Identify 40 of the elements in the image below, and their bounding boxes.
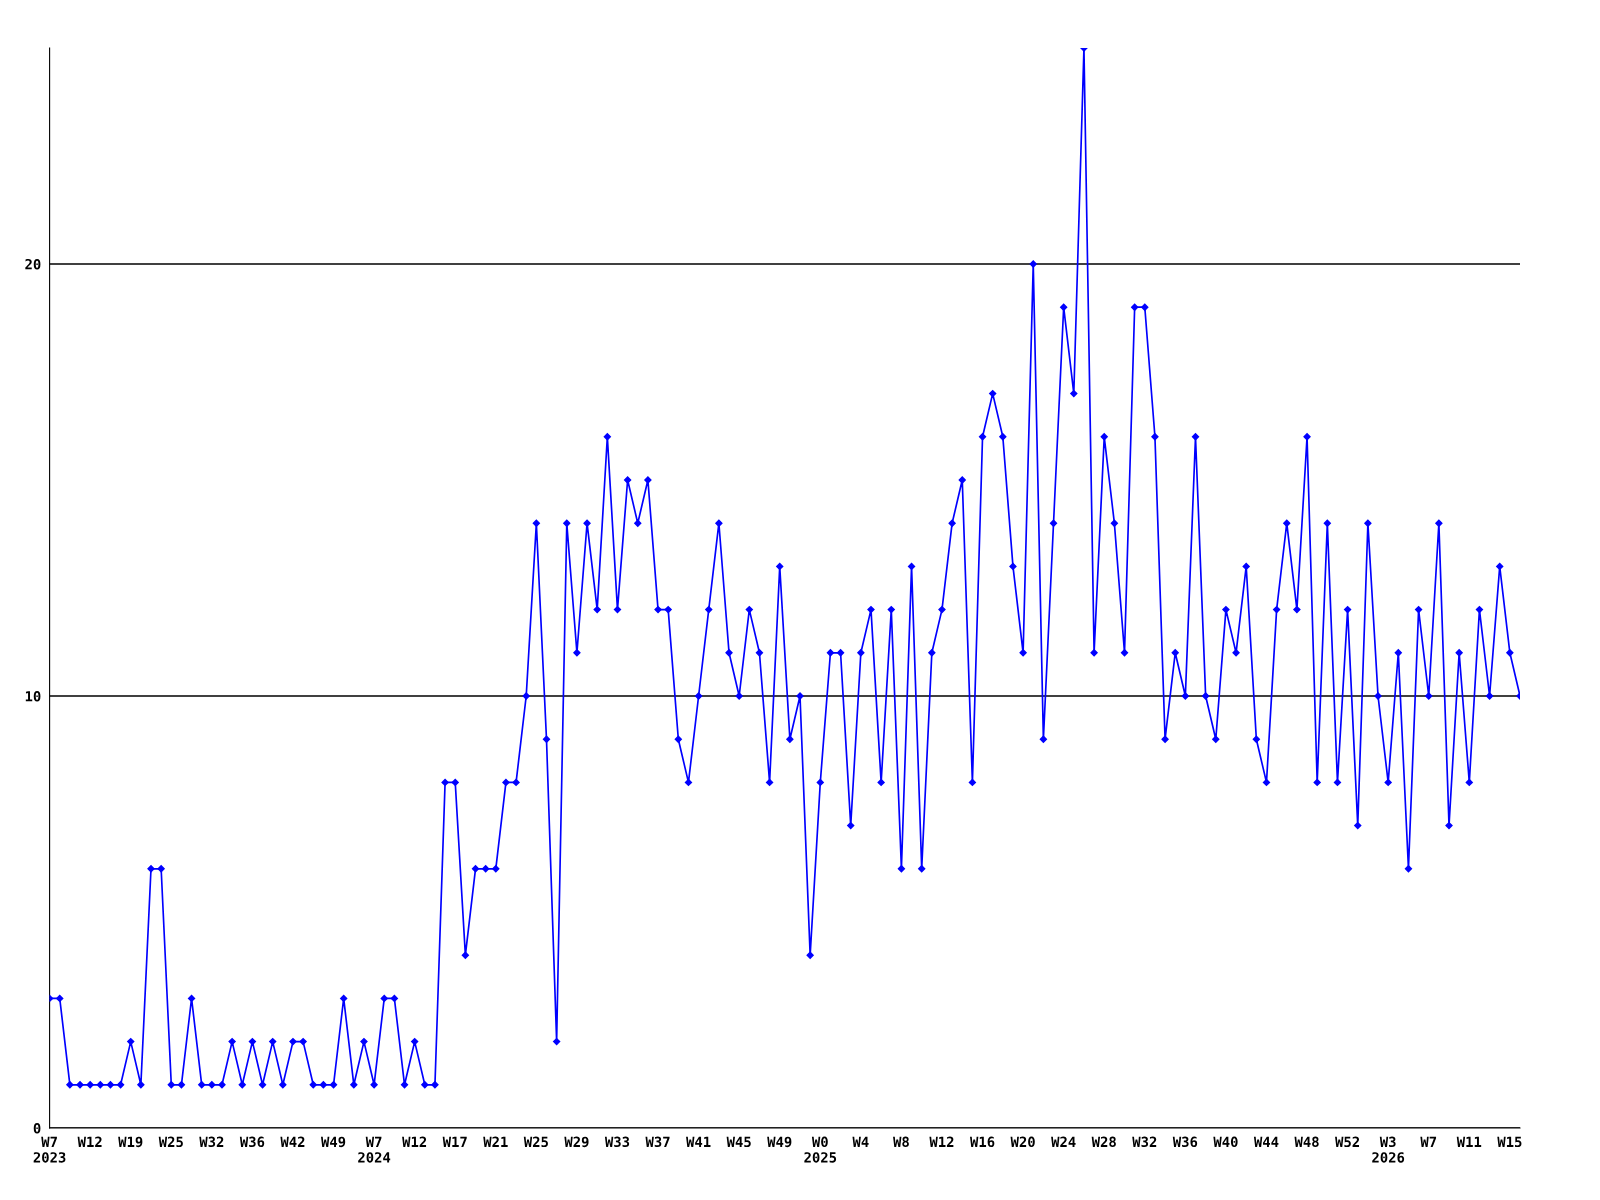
x-tick-label: W29 bbox=[564, 1136, 589, 1148]
x-tick-label: W8 bbox=[893, 1136, 909, 1148]
x-tick-label: W44 bbox=[1253, 1136, 1279, 1147]
x-tick-label: W24 bbox=[1051, 1136, 1076, 1147]
y-tick-label: 0 bbox=[33, 1122, 41, 1134]
y-tick-label: 10 bbox=[25, 690, 41, 702]
x-tick-label: W20 bbox=[1010, 1136, 1035, 1148]
x-tick-label: W7 2023 bbox=[33, 1136, 66, 1163]
x-tick-label: W32 bbox=[199, 1136, 224, 1148]
x-tick-label: W3 2026 bbox=[1372, 1136, 1405, 1163]
x-tick-label: W33 bbox=[604, 1136, 630, 1148]
x-tick-label: W11 bbox=[1456, 1136, 1482, 1147]
x-tick-label: W40 bbox=[1213, 1136, 1238, 1148]
x-tick-label: W28 bbox=[1091, 1136, 1116, 1148]
x-tick-label: W36 bbox=[1172, 1136, 1198, 1148]
x-tick-label: W49 bbox=[321, 1136, 346, 1148]
x-tick-label: W12 bbox=[929, 1136, 954, 1147]
x-tick-label: W7 2024 bbox=[358, 1136, 391, 1163]
x-tick-label: W36 bbox=[239, 1136, 265, 1148]
x-tick-label: W48 bbox=[1294, 1136, 1319, 1148]
x-tick-label: W49 bbox=[767, 1136, 792, 1148]
y-tick-label: 20 bbox=[25, 258, 41, 270]
x-tick-label: W12 bbox=[402, 1136, 427, 1147]
x-tick-label: W15 bbox=[1497, 1136, 1522, 1148]
x-tick-label: W17 bbox=[442, 1136, 467, 1147]
x-tick-label: W7 bbox=[1420, 1136, 1437, 1147]
x-tick-label: W42 bbox=[280, 1136, 305, 1147]
x-tick-label: W0 2025 bbox=[804, 1136, 837, 1163]
x-tick-label: W4 bbox=[852, 1136, 869, 1147]
x-tick-label: W52 bbox=[1335, 1136, 1359, 1148]
x-tick-label: W37 bbox=[645, 1136, 670, 1148]
x-tick-label: W21 bbox=[483, 1136, 508, 1147]
x-tick-label: W25 bbox=[523, 1136, 548, 1148]
x-tick-label: W25 bbox=[158, 1136, 183, 1148]
x-tick-label: W41 bbox=[686, 1136, 711, 1147]
x-tick-label: W45 bbox=[726, 1136, 751, 1148]
x-tick-label: W19 bbox=[118, 1136, 143, 1148]
x-tick-label: W12 bbox=[77, 1136, 102, 1147]
x-tick-label: W16 bbox=[970, 1136, 995, 1148]
x-tick-label: W32 bbox=[1132, 1136, 1157, 1148]
